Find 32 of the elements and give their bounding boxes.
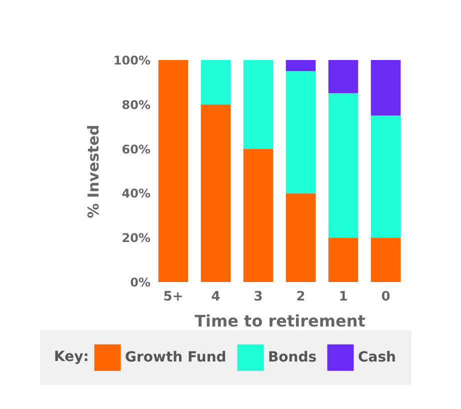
y-tick-label: 40% xyxy=(122,186,150,201)
x-axis-title: Time to retirement xyxy=(194,312,366,330)
legend-label: Growth Fund xyxy=(125,350,226,366)
x-tick-label: 4 xyxy=(211,290,220,304)
bar xyxy=(243,148,274,282)
bar xyxy=(200,104,231,282)
y-tick-label: 20% xyxy=(122,231,150,246)
legend-label: Cash xyxy=(358,350,396,366)
y-tick-label: 100% xyxy=(113,54,150,68)
bar xyxy=(370,116,401,238)
y-axis-title: % Invested xyxy=(84,124,102,218)
bar xyxy=(328,93,358,238)
bar xyxy=(243,60,274,149)
legend-title: Key: xyxy=(54,349,89,365)
bar xyxy=(158,60,188,282)
x-tick-label: 5+ xyxy=(163,290,184,304)
legend-label: Bonds xyxy=(268,350,317,366)
x-tick-label: 2 xyxy=(296,290,306,304)
x-tick-label: 1 xyxy=(338,290,348,304)
bar xyxy=(328,238,358,282)
y-tick-label: 60% xyxy=(122,142,150,156)
bar xyxy=(370,238,401,282)
bar xyxy=(200,60,231,104)
x-tick-label: 0 xyxy=(381,290,390,304)
x-tick-label: 3 xyxy=(254,290,263,304)
bar xyxy=(370,60,401,116)
bar xyxy=(328,60,358,94)
y-tick-label: 80% xyxy=(122,98,150,112)
bar xyxy=(286,71,316,194)
y-tick-label: 0% xyxy=(130,276,150,290)
bar xyxy=(286,193,316,282)
bar xyxy=(286,60,316,72)
